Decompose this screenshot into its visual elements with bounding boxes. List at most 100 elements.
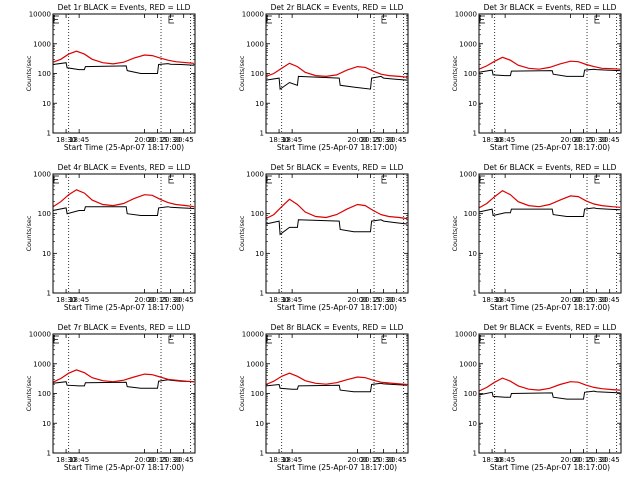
y-tick-label: 10 bbox=[42, 250, 51, 258]
plot-frame bbox=[478, 173, 622, 294]
x-tick-label: 20:30 bbox=[161, 296, 181, 304]
x-tick-label: 20:00 bbox=[347, 136, 367, 144]
panel-det-6: Det 6r BLACK = Events, RED = LLD 1 10 100 10… bbox=[451, 163, 622, 312]
e-marker bbox=[381, 175, 387, 184]
e-marker bbox=[381, 335, 387, 344]
panel-det-9: Det 9r BLACK = Events, RED = LLD 1 10 100 10… bbox=[451, 323, 622, 472]
x-tick-label: 18:30 bbox=[269, 456, 289, 464]
y-tick-label: 100 bbox=[38, 210, 51, 218]
y-tick-label: 1 bbox=[260, 450, 264, 458]
y-tick-label: 100 bbox=[464, 210, 477, 218]
y-tick-label: 1 bbox=[260, 130, 264, 138]
y-tick-label: 1 bbox=[473, 130, 477, 138]
x-axis-label: Start Time (25-Apr-07 18:17:00) bbox=[64, 463, 184, 472]
x-axis-label: Start Time (25-Apr-07 18:17:00) bbox=[490, 463, 610, 472]
x-tick-label: 20:30 bbox=[587, 136, 607, 144]
y-tick-label: 100 bbox=[251, 390, 264, 398]
panel-title: Det 6r BLACK = Events, RED = LLD bbox=[484, 163, 617, 172]
x-axis-label: Start Time (25-Apr-07 18:17:00) bbox=[277, 143, 397, 152]
panel-det-7: Det 7r BLACK = Events, RED = LLD 1 10 100 10… bbox=[25, 323, 196, 472]
series-line-events bbox=[478, 390, 621, 400]
x-tick-label: 20:30 bbox=[374, 456, 394, 464]
panel-title: Det 8r BLACK = Events, RED = LLD bbox=[271, 323, 404, 332]
y-tick-label: 10 bbox=[42, 420, 51, 428]
e-marker bbox=[266, 175, 272, 184]
y-tick-label: 10 bbox=[42, 100, 51, 108]
e-marker bbox=[53, 15, 59, 24]
panel-title: Det 2r BLACK = Events, RED = LLD bbox=[271, 3, 404, 12]
x-tick-label: 20:00 bbox=[347, 296, 367, 304]
y-tick-label: 1000 bbox=[246, 40, 264, 48]
x-axis-label: Start Time (25-Apr-07 18:17:00) bbox=[64, 143, 184, 152]
y-tick-label: 1000 bbox=[459, 360, 477, 368]
x-tick-label: 20:45 bbox=[387, 136, 407, 144]
e-marker bbox=[53, 335, 59, 344]
x-tick-label: 18:30 bbox=[269, 136, 289, 144]
e-marker bbox=[479, 15, 485, 24]
x-tick-label: 18:45 bbox=[69, 456, 89, 464]
e-marker bbox=[266, 335, 272, 344]
x-tick-label: 18:30 bbox=[56, 136, 76, 144]
y-tick-label: 100 bbox=[464, 390, 477, 398]
series-line-events bbox=[478, 207, 621, 217]
y-tick-label: 10000 bbox=[29, 331, 51, 339]
y-tick-label: 1 bbox=[47, 450, 51, 458]
e-marker bbox=[266, 15, 272, 24]
y-tick-label: 100 bbox=[38, 70, 51, 78]
x-tick-label: 20:30 bbox=[374, 296, 394, 304]
y-tick-label: 1 bbox=[260, 290, 264, 298]
y-tick-label: 10000 bbox=[455, 331, 477, 339]
x-tick-label: 20:00 bbox=[560, 456, 580, 464]
series-line-events bbox=[52, 379, 195, 389]
x-tick-label: 20:30 bbox=[587, 296, 607, 304]
plot-frame bbox=[52, 333, 196, 454]
x-tick-label: 20:15 bbox=[360, 296, 380, 304]
e-marker bbox=[168, 175, 174, 184]
series-line-events bbox=[478, 68, 621, 77]
x-tick-label: 20:15 bbox=[147, 456, 167, 464]
x-tick-label: 20:45 bbox=[600, 136, 620, 144]
series-line-lld bbox=[478, 56, 621, 70]
x-tick-label: 20:00 bbox=[134, 136, 154, 144]
x-tick-label: 20:00 bbox=[560, 296, 580, 304]
x-tick-label: 20:00 bbox=[560, 136, 580, 144]
x-tick-label: 20:00 bbox=[347, 456, 367, 464]
plot-frame bbox=[478, 333, 622, 454]
y-tick-label: 1000 bbox=[33, 171, 51, 179]
y-axis-label: Counts/sec bbox=[451, 375, 459, 411]
y-tick-label: 10 bbox=[255, 100, 264, 108]
e-marker bbox=[381, 15, 387, 24]
y-tick-label: 10 bbox=[255, 250, 264, 258]
y-axis-label: Counts/sec bbox=[238, 375, 246, 411]
plot-frame bbox=[52, 13, 196, 134]
x-tick-label: 20:15 bbox=[573, 136, 593, 144]
x-tick-label: 20:45 bbox=[600, 456, 620, 464]
panel-title: Det 5r BLACK = Events, RED = LLD bbox=[271, 163, 404, 172]
series-line-lld bbox=[52, 369, 195, 383]
x-tick-label: 18:45 bbox=[495, 136, 515, 144]
x-tick-label: 20:30 bbox=[374, 136, 394, 144]
x-axis-label: Start Time (25-Apr-07 18:17:00) bbox=[277, 303, 397, 312]
x-tick-label: 20:00 bbox=[134, 296, 154, 304]
panel-det-2: Det 2r BLACK = Events, RED = LLD 1 10 100 10… bbox=[238, 3, 409, 152]
y-tick-label: 10000 bbox=[242, 331, 264, 339]
x-tick-label: 20:15 bbox=[360, 136, 380, 144]
x-tick-label: 18:30 bbox=[482, 136, 502, 144]
y-tick-label: 100 bbox=[464, 70, 477, 78]
y-tick-label: 10 bbox=[468, 420, 477, 428]
plot-frame bbox=[265, 173, 409, 294]
x-tick-label: 20:45 bbox=[387, 296, 407, 304]
x-axis-label: Start Time (25-Apr-07 18:17:00) bbox=[277, 463, 397, 472]
e-marker bbox=[594, 335, 600, 344]
y-tick-label: 10 bbox=[468, 100, 477, 108]
series-line-events bbox=[265, 75, 408, 91]
y-tick-label: 10 bbox=[468, 250, 477, 258]
x-tick-label: 18:30 bbox=[482, 456, 502, 464]
y-axis-label: Counts/sec bbox=[451, 215, 459, 251]
y-axis-label: Counts/sec bbox=[25, 55, 33, 91]
e-marker bbox=[168, 15, 174, 24]
series-line-lld bbox=[52, 189, 195, 208]
x-tick-label: 18:30 bbox=[56, 456, 76, 464]
series-line-lld bbox=[52, 50, 195, 65]
